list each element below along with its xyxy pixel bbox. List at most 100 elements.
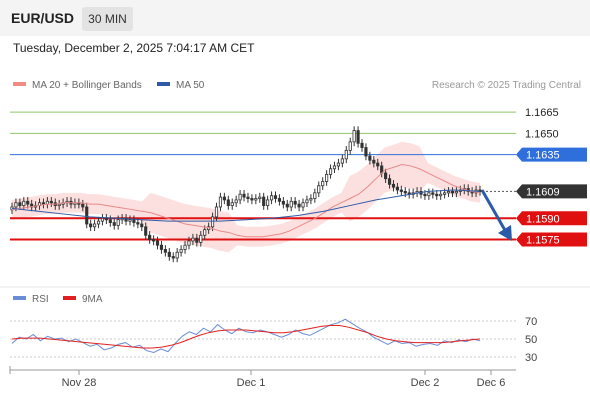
candle-body — [167, 251, 171, 257]
legend-ma20-label: MA 20 + Bollinger Bands — [32, 80, 142, 91]
level-tag-1.1575 — [516, 232, 587, 247]
candle-body — [230, 202, 234, 206]
candle-body — [423, 193, 427, 197]
candle-body — [128, 219, 132, 222]
candle-body — [238, 193, 242, 201]
candle-body — [285, 203, 289, 208]
candle-body — [305, 199, 309, 204]
rsi-swatch — [13, 296, 26, 301]
forecast-arrow-head — [498, 225, 512, 241]
x-tick-label: Dec 1 — [237, 377, 266, 389]
candle-body — [81, 203, 85, 208]
candle-body — [344, 149, 348, 160]
toolbar: EUR/USD 30 MIN — [0, 0, 590, 36]
candle-body — [250, 198, 254, 201]
legend-ma20: MA 20 + Bollinger Bands — [13, 80, 142, 91]
candle-body — [431, 192, 435, 195]
candle-body — [297, 203, 301, 208]
candle-body — [258, 196, 262, 199]
candle-body — [234, 199, 238, 204]
candle-body — [273, 195, 278, 199]
candle-body — [262, 196, 266, 206]
x-tick-label: Dec 6 — [477, 377, 506, 389]
candle-body — [289, 200, 293, 208]
candle-body — [391, 183, 396, 188]
candle-body — [22, 200, 26, 206]
candle-body — [175, 251, 179, 259]
candle-body — [218, 196, 223, 208]
candle-body — [443, 192, 447, 195]
x-tick-label: Dec 2 — [411, 377, 440, 389]
candle-body — [450, 191, 455, 194]
candle-body — [41, 202, 46, 205]
level-label-1.1575: 1.1575 — [526, 235, 560, 247]
candle-body — [26, 200, 30, 205]
candle-body — [427, 192, 431, 197]
candle-body — [340, 158, 344, 164]
legend-rsi-label: RSI — [32, 294, 49, 305]
candle-body — [144, 226, 148, 236]
candle-body — [49, 200, 53, 204]
copyright-text: Research © 2025 Trading Central — [431, 80, 581, 91]
candle-body — [179, 249, 183, 253]
candle-body — [269, 195, 274, 201]
candle-body — [199, 234, 203, 243]
candle-body — [242, 193, 246, 198]
candle-body — [222, 196, 226, 201]
candle-body — [368, 155, 372, 161]
candle-body — [132, 219, 136, 223]
candle-body — [89, 223, 93, 228]
candle-body — [93, 223, 97, 228]
candle-body — [203, 229, 207, 236]
level-label-1.1609: 1.1609 — [526, 186, 560, 198]
candle-body — [328, 168, 333, 175]
candle-body — [446, 191, 451, 194]
legend-rsi: RSI — [13, 294, 49, 305]
legend-ma50: MA 50 — [157, 80, 204, 91]
candle-body — [435, 193, 439, 197]
candle-body — [136, 222, 140, 225]
candle-body — [14, 202, 18, 208]
timeframe-button[interactable]: 30 MIN — [82, 7, 133, 31]
candle-body — [254, 198, 258, 201]
level-tag-1.1590 — [516, 211, 587, 226]
legend-9ma: 9MA — [63, 294, 103, 305]
candle-body — [57, 203, 61, 207]
candle-body — [100, 217, 105, 222]
bollinger-band — [12, 141, 480, 253]
candle-body — [104, 217, 108, 221]
candle-body — [155, 240, 160, 246]
chart-datetime: Tuesday, December 2, 2025 7:04:17 AM CET — [13, 41, 255, 55]
level-label-1.1590: 1.1590 — [526, 213, 560, 225]
candle-body — [439, 193, 443, 197]
candle-body — [356, 130, 360, 144]
rsi-tick-70: 70 — [525, 316, 537, 328]
candle-body — [317, 185, 321, 194]
candle-body — [108, 219, 112, 223]
level-tag-1.1635 — [516, 147, 587, 162]
candle-body — [364, 147, 368, 157]
candle-body — [313, 192, 317, 199]
candle-body — [372, 159, 376, 164]
level-tag-1.1609 — [516, 184, 587, 199]
candle-body — [112, 222, 116, 226]
candle-body — [301, 202, 305, 208]
candle-body — [387, 178, 392, 185]
candle-body — [96, 220, 101, 225]
candle-body — [85, 206, 89, 225]
candle-body — [246, 196, 250, 199]
candle-body — [376, 162, 380, 167]
ma20-swatch — [13, 82, 26, 87]
candle-body — [210, 216, 215, 228]
candle-body — [116, 219, 120, 226]
candle-body — [159, 244, 164, 250]
x-tick-label: Nov 28 — [62, 377, 97, 389]
candle-body — [124, 217, 128, 222]
ma9-line — [11, 325, 481, 349]
ma50-line — [11, 189, 481, 222]
candle-body — [281, 200, 285, 205]
candle-body — [403, 191, 407, 194]
candle-body — [277, 198, 282, 202]
candle-body — [148, 234, 152, 240]
